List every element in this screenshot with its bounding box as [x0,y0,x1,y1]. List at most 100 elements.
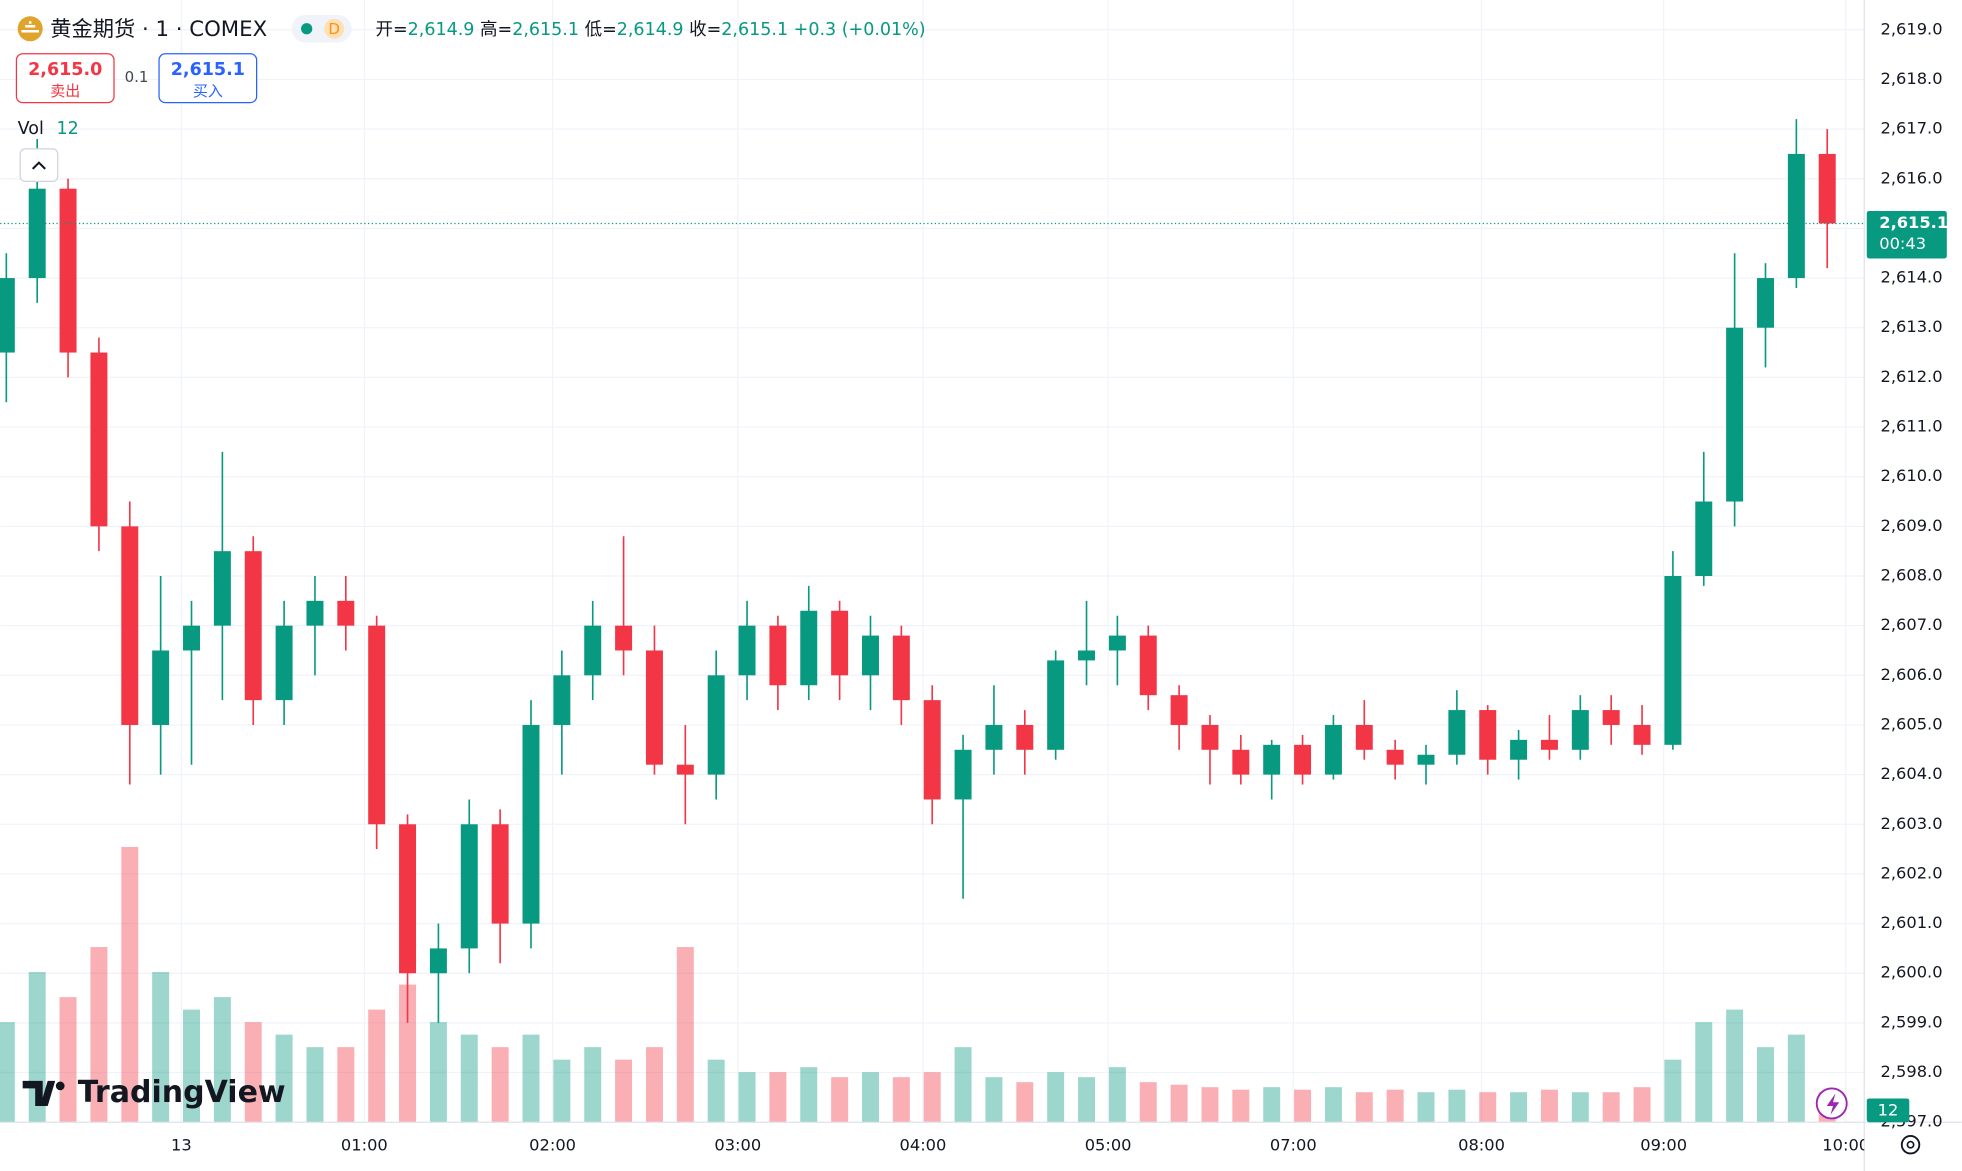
candle-body [1510,739,1528,760]
change: +0.3 (+0.01%) [794,20,926,40]
volume-bar [368,1009,386,1123]
candle-body [1170,695,1188,725]
candle-body [1324,724,1342,775]
candle-body [1263,744,1281,775]
y-tick-label: 2,599.0 [1881,1012,1943,1031]
ohlc-value: 2,615.1 [721,20,788,40]
volume-bar [460,1034,478,1123]
settings-button[interactable] [1900,1135,1921,1155]
candle-body [183,625,200,651]
buy-button[interactable] [158,53,258,104]
y-tick-label: 2,616.0 [1881,168,1943,187]
candle-body [0,278,15,353]
logo-mark [22,1080,56,1106]
ohlc: 开=2,614.9 高=2,615.1 低=2,614.9 收=2,615.1 … [375,20,925,40]
y-tick-label: 2,610.0 [1881,466,1943,485]
candle-body [491,824,509,924]
volume-bar [1108,1067,1126,1123]
volume-bar [1294,1089,1312,1123]
x-tick-label: 10:00 [1822,1135,1869,1154]
candle-body [1633,724,1651,745]
buy-price: 2,615.1 [171,60,245,80]
volume-bar [676,947,694,1123]
spread: 0.1 [125,68,149,86]
y-tick-label: 2,604.0 [1881,764,1943,783]
sell-button[interactable] [15,53,115,104]
candle-body [213,551,231,626]
volume-bar [645,1047,663,1123]
collapse-button[interactable] [19,148,59,183]
axes: 13 01:00 02:00 03:00 04:00 05:00 07:00 08:00 09:… [0,19,1948,1154]
y-tick-label: 2,607.0 [1881,615,1943,634]
y-tick-label: 2,598.0 [1881,1062,1943,1081]
candle-body [28,188,46,279]
sell-price: 2,615.0 [28,60,102,80]
candle-body [1201,724,1219,750]
x-tick-label: 08:00 [1458,1135,1505,1154]
candle-body [707,675,725,775]
volume-bar [1170,1084,1188,1123]
candle-body [275,625,293,701]
symbol[interactable]: 黄金期货 · 1 · COMEX [50,17,267,42]
candle-body [399,824,417,974]
volume-bar [1324,1087,1342,1123]
volume-bar [1757,1047,1774,1123]
candle-body [553,675,571,725]
logo-text[interactable]: TradingView [78,1075,286,1110]
candle-body [1726,327,1744,502]
symbol-icon [17,16,43,42]
ohlc-label: 收= [689,20,721,40]
candle-body [645,650,663,765]
candle-body [923,700,941,800]
volume-bar [90,947,108,1123]
candle-body [769,625,787,686]
candle-body [1417,754,1435,765]
volume-bar [954,1047,972,1123]
volume-bar [275,1034,293,1123]
candle-body [676,764,694,775]
y-tick-label: 2,600.0 [1881,963,1943,982]
badge-bg [324,18,345,39]
candle-body [1232,749,1250,775]
y-tick-label: 2,601.0 [1881,913,1943,932]
candle-body [1479,710,1497,760]
volume-bar [1787,1034,1805,1123]
candle-body [1139,635,1157,696]
interval-badge: D [328,20,340,38]
volume-bar [1047,1072,1065,1123]
volume-bar [1571,1092,1589,1123]
lightning-icon [1826,1093,1840,1115]
candle-body [368,625,386,825]
candle-body [1664,576,1682,745]
volume-bar [1602,1092,1620,1123]
volume-label-bg [1866,1098,1910,1123]
candle-body [615,625,633,651]
candle-body [306,600,324,626]
volume-bar [306,1047,324,1123]
candle-body [738,625,756,676]
ohlc-value: 2,615.1 [512,20,579,40]
candle-body [90,352,108,527]
volume-bar [1726,1009,1744,1123]
time-axis: 13 01:00 02:00 03:00 04:00 05:00 07:00 08:00 09:… [171,1135,1869,1154]
volume-bar [1417,1092,1435,1123]
candle-body [1602,710,1620,725]
candle-body [337,600,355,626]
y-tick-label: 2,617.0 [1881,119,1943,138]
ohlc-label: 低= [585,20,617,40]
candle-body [1016,724,1034,750]
candle-body [1540,739,1558,750]
candle-body [985,724,1003,750]
volume-bar [831,1077,849,1123]
volume-bar [707,1059,725,1123]
candle-body [59,188,77,353]
volume-bar [244,1022,262,1123]
volume-bar [1540,1089,1558,1123]
x-tick-label: 07:00 [1270,1135,1317,1154]
volume-bar [1139,1082,1157,1123]
y-tick-label: 2,612.0 [1881,367,1943,386]
price-label-bg [1866,210,1947,259]
candle-body [584,625,602,676]
